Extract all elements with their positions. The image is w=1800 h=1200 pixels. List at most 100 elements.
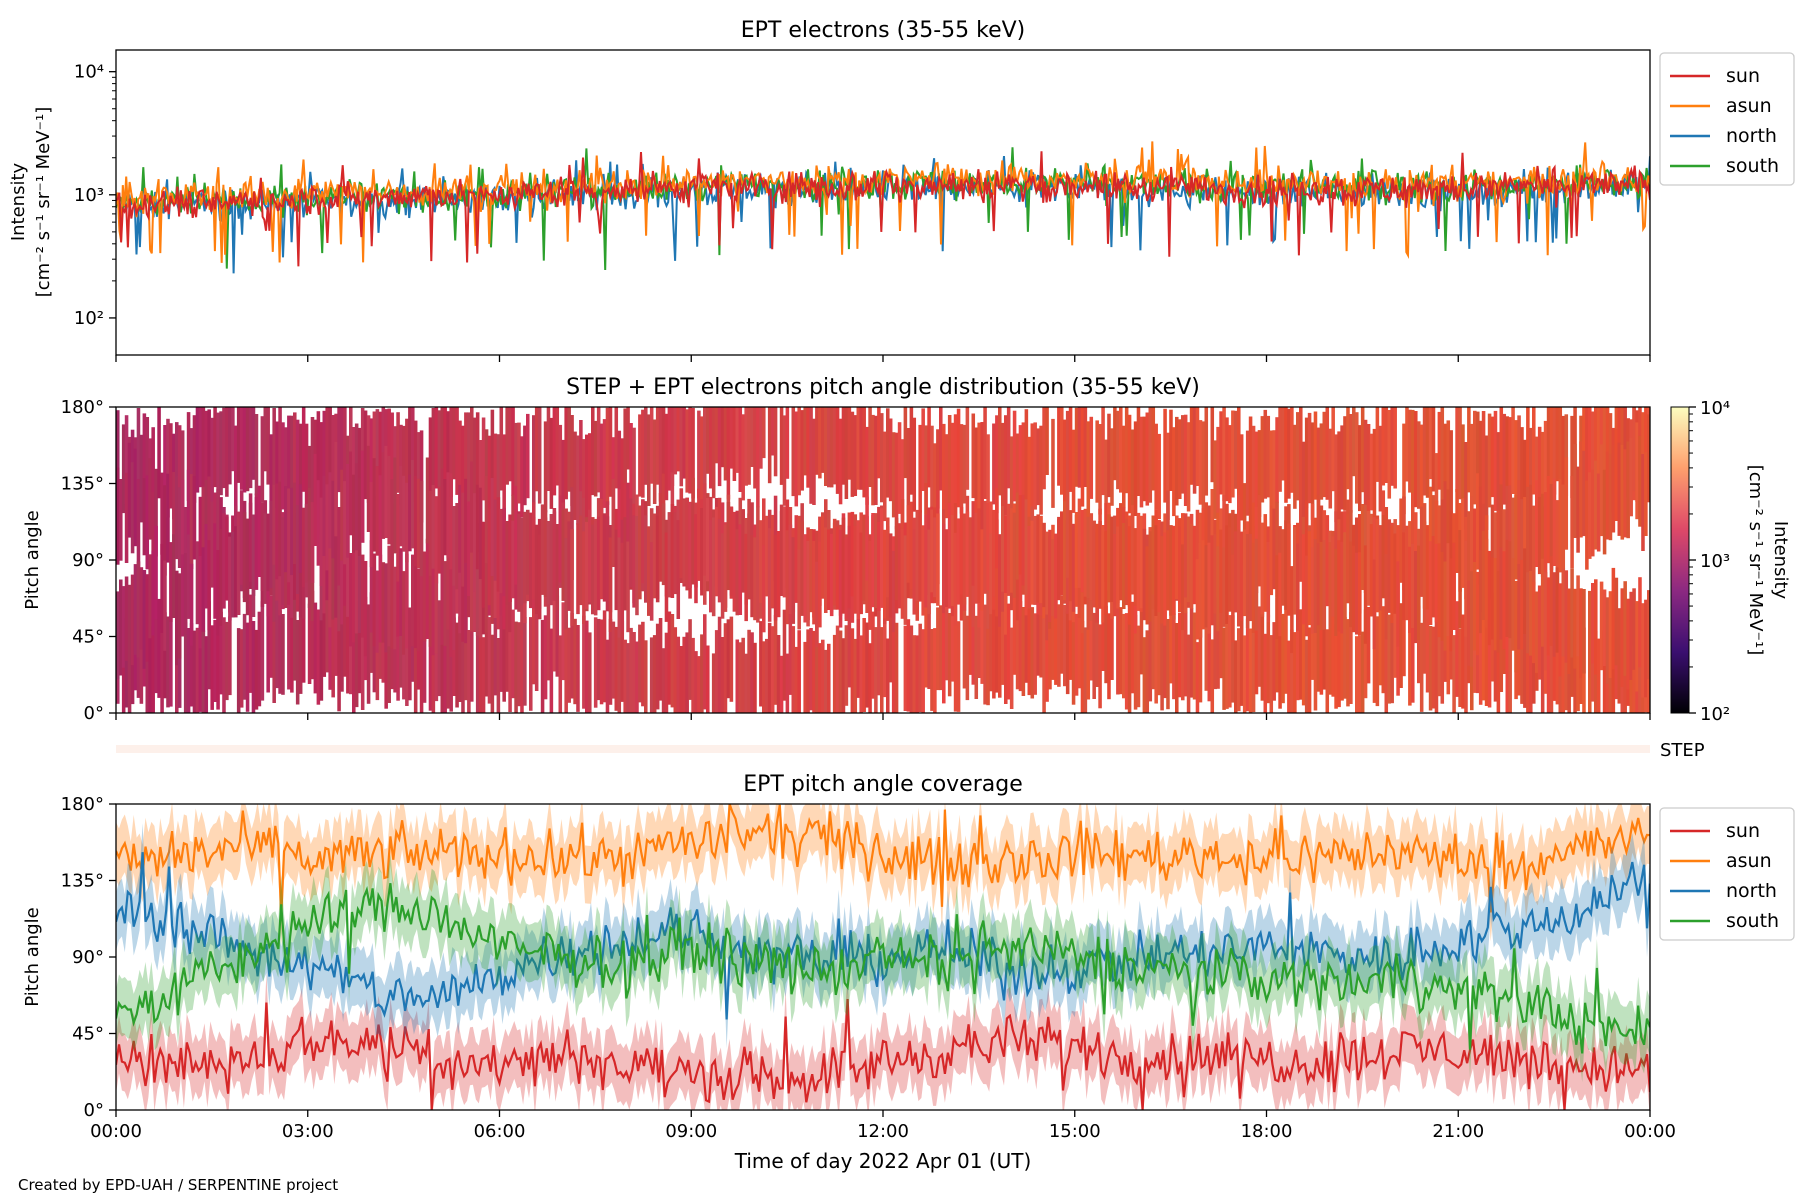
heatmap-cell — [475, 628, 480, 713]
heatmap-cell — [496, 497, 501, 592]
heatmap-cell — [1396, 607, 1400, 696]
heatmap-cell — [127, 442, 132, 538]
heatmap-cell — [655, 407, 660, 485]
heatmap-cell — [1060, 595, 1064, 674]
heatmap-cell — [487, 508, 492, 606]
heatmap-cell — [163, 425, 167, 514]
heatmap-cell — [428, 490, 433, 576]
heatmap-cell — [390, 479, 394, 561]
heatmap-cell — [738, 642, 743, 713]
heatmap-cell — [661, 407, 666, 495]
heatmap-cell — [1605, 597, 1610, 684]
y-tick-label: 45° — [72, 1024, 104, 1045]
heatmap-cell — [399, 548, 403, 636]
heatmap-cell — [874, 627, 878, 713]
heatmap-cell — [759, 520, 763, 603]
heatmap-cell — [458, 420, 462, 505]
heatmap-cell — [1071, 610, 1076, 705]
heatmap-cell — [1304, 639, 1309, 713]
heatmap-cell — [947, 519, 952, 609]
heatmap-cell — [617, 537, 622, 638]
heatmap-cell — [1001, 506, 1005, 592]
heatmap-cell — [1328, 542, 1333, 629]
heatmap-cell — [1189, 407, 1194, 485]
heatmap-cell — [756, 536, 760, 623]
heatmap-cell — [1369, 433, 1374, 511]
heatmap-cell — [1360, 631, 1365, 713]
heatmap-cell — [458, 548, 462, 634]
heatmap-cell — [464, 552, 468, 644]
heatmap-cell — [1124, 407, 1129, 494]
heatmap-cell — [1638, 435, 1642, 527]
heatmap-cell — [688, 407, 692, 494]
heatmap-cell — [475, 484, 480, 570]
heatmap-cell — [894, 517, 899, 601]
heatmap-cell — [741, 414, 745, 501]
heatmap-cell — [416, 478, 421, 569]
heatmap-cell — [413, 476, 418, 567]
heatmap-cell — [723, 524, 728, 612]
heatmap-cell — [490, 634, 495, 713]
heatmap-cell — [1054, 533, 1058, 619]
heatmap-cell — [275, 593, 279, 689]
heatmap-cell — [1127, 526, 1132, 625]
heatmap-cell — [1493, 558, 1498, 651]
heatmap-cell — [865, 622, 869, 708]
heatmap-cell — [402, 475, 406, 552]
heatmap-cell — [310, 417, 315, 504]
heatmap-cell — [1116, 596, 1120, 695]
heatmap-cell — [1576, 466, 1580, 553]
heatmap-cell — [529, 514, 533, 608]
heatmap-cell — [532, 502, 536, 600]
heatmap-cell — [1231, 615, 1235, 703]
heatmap-cell — [422, 551, 427, 642]
heatmap-cell — [1210, 639, 1215, 713]
heatmap-cell — [1281, 407, 1285, 481]
heatmap-cell — [175, 628, 179, 713]
heatmap-cell — [520, 436, 524, 518]
heatmap-cell — [192, 415, 197, 503]
heatmap-cell — [1552, 572, 1557, 657]
heatmap-cell — [564, 614, 568, 713]
heatmap-cell — [555, 595, 560, 677]
heatmap-cell — [1186, 634, 1191, 713]
heatmap-cell — [676, 636, 681, 713]
heatmap-cell — [1071, 523, 1076, 612]
heatmap-cell — [703, 407, 707, 497]
heatmap-cell — [682, 636, 686, 713]
heatmap-cell — [390, 559, 394, 649]
heatmap-cell — [349, 607, 353, 695]
heatmap-cell — [1272, 508, 1276, 590]
heatmap-cell — [818, 541, 822, 628]
series-sun-line — [116, 999, 1650, 1110]
heatmap-cell — [177, 611, 182, 708]
heatmap-cell — [1502, 509, 1507, 591]
heatmap-cell — [1490, 504, 1495, 600]
heatmap-cell — [1142, 528, 1147, 621]
heatmap-cell — [1287, 640, 1291, 713]
heatmap-cell — [779, 655, 784, 713]
heatmap-cell — [1290, 566, 1294, 654]
heatmap-cell — [405, 482, 409, 563]
heatmap-cell — [1455, 601, 1459, 697]
step-label: STEP — [1660, 740, 1705, 761]
heatmap-cell — [1304, 555, 1309, 637]
heatmap-cell — [1104, 531, 1108, 615]
heatmap-cell — [1470, 496, 1474, 595]
heatmap-cell — [228, 407, 232, 485]
heatmap-cell — [449, 612, 453, 712]
heatmap-cell — [487, 435, 492, 526]
heatmap-cell — [953, 622, 958, 712]
heatmap-cell — [1142, 416, 1147, 502]
heatmap-cell — [841, 407, 846, 485]
heatmap-cell — [419, 480, 424, 577]
heatmap-cell — [835, 407, 840, 494]
heatmap-cell — [1384, 630, 1389, 713]
heatmap-cell — [461, 492, 465, 587]
heatmap-cell — [585, 620, 589, 713]
heatmap-cell — [1387, 519, 1392, 613]
heatmap-cell — [287, 601, 291, 690]
heatmap-cell — [248, 594, 253, 693]
heatmap — [116, 407, 1650, 713]
heatmap-cell — [617, 489, 622, 570]
